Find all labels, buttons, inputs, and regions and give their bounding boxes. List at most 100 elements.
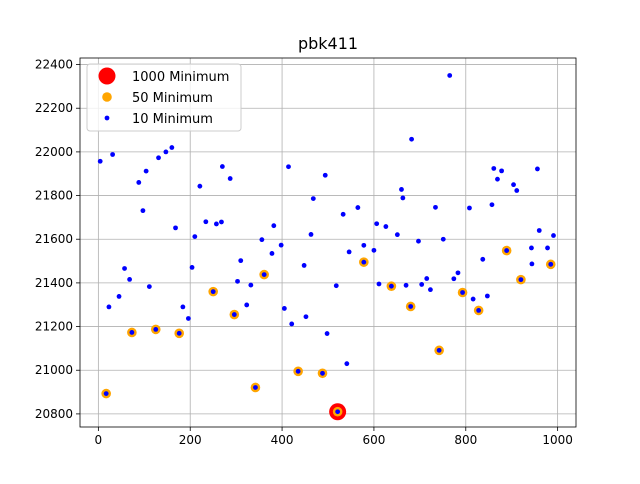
10-minimum-point	[140, 208, 146, 214]
legend-label: 50 Minimum	[132, 91, 213, 106]
x-tick-label: 600	[362, 433, 385, 447]
10-minimum-point	[551, 233, 556, 238]
10-minimum-point	[214, 221, 219, 227]
legend-label: 10 Minimum	[132, 112, 213, 127]
10-minimum-point	[106, 304, 112, 310]
10-minimum-point	[286, 164, 291, 170]
10-minimum-point	[491, 166, 497, 171]
10-minimum-point	[110, 152, 116, 157]
10-minimum-point	[545, 245, 550, 251]
10-minimum-point	[400, 195, 406, 201]
10-minimum-point	[320, 370, 325, 376]
10-minimum-point	[153, 327, 159, 332]
10-minimum-point	[253, 385, 258, 390]
10-minimum-point	[269, 251, 275, 256]
grid-lines	[80, 58, 576, 427]
10-minimum-point	[416, 238, 421, 244]
10-minimum-point	[259, 237, 265, 243]
y-tick-label: 21800	[35, 189, 73, 203]
10-minimum-point	[399, 187, 404, 192]
10-minimum-point	[169, 145, 175, 150]
10-minimum-point	[346, 249, 352, 255]
10-minimum-point	[248, 282, 254, 288]
10-minimum-point	[467, 205, 472, 211]
10-minimum-point	[511, 182, 516, 188]
10-minimum-point	[489, 202, 495, 208]
10-minimum-point	[146, 284, 152, 290]
10-minimum-point	[143, 168, 149, 174]
x-tick-label: 800	[454, 433, 477, 447]
10-minimum-point	[180, 304, 186, 310]
10-minimum-point	[156, 155, 161, 161]
10-minimum-point	[116, 294, 122, 299]
10-minimum-point	[219, 164, 225, 169]
10-minimum-point	[333, 283, 339, 289]
10-minimum-point	[460, 290, 465, 295]
10-minimum-point	[495, 176, 500, 182]
10-minimum-point	[419, 282, 425, 287]
data-points	[97, 73, 556, 421]
10-minimum-point	[173, 225, 178, 231]
legend-box	[86, 63, 242, 132]
legend: 1000 Minimum 50 Minimum 10 Minimum	[86, 63, 242, 132]
10-minimum-point	[103, 391, 109, 396]
10-minimum-point	[189, 264, 195, 270]
10-minimum-point	[394, 232, 400, 238]
y-tick-label: 21400	[35, 276, 73, 290]
10-minimum-point	[504, 248, 510, 253]
10-minimum-point	[210, 289, 216, 295]
legend-marker	[104, 115, 110, 121]
10-minimum-point	[470, 296, 476, 302]
10-minimum-point	[197, 183, 203, 189]
x-tick-label: 400	[271, 433, 294, 447]
10-minimum-point	[244, 302, 250, 308]
10-minimum-point	[295, 368, 301, 374]
10-minimum-point	[514, 188, 520, 193]
10-minimum-point	[428, 287, 433, 293]
axes: 0 200 400 600 800 1000 20800 21000 21200 21400 216…	[35, 58, 577, 447]
y-tick-label: 21600	[35, 232, 73, 246]
10-minimum-point	[529, 261, 535, 267]
10-minimum-point	[176, 330, 182, 336]
10-minimum-point	[129, 330, 135, 335]
10-minimum-point	[281, 306, 287, 311]
10-minimum-point	[455, 270, 461, 276]
x-tick-label: 1000	[542, 433, 573, 447]
10-minimum-point	[97, 158, 103, 164]
10-minimum-point	[127, 277, 132, 282]
10-minimum-point	[235, 278, 240, 284]
10-minimum-point	[303, 314, 309, 320]
10-minimum-point	[308, 232, 314, 237]
10-minimum-point	[310, 196, 316, 202]
10-minimum-point	[371, 247, 377, 253]
10-minimum-point	[361, 242, 367, 248]
10-minimum-point	[289, 321, 295, 327]
10-minimum-point	[440, 236, 446, 242]
10-minimum-point	[361, 259, 367, 265]
10-minimum-point	[499, 168, 504, 174]
x-tick-label: 200	[179, 433, 202, 447]
10-minimum-point	[203, 219, 209, 225]
10-minimum-point	[376, 281, 382, 287]
x-tick-label: 0	[95, 433, 103, 447]
10-minimum-point	[322, 172, 328, 178]
10-minimum-point	[451, 276, 457, 282]
10-minimum-point	[480, 256, 486, 262]
y-tick-label: 22200	[35, 101, 73, 115]
10-minimum-point	[548, 261, 554, 267]
10-minimum-point	[476, 308, 482, 313]
y-tick-label: 21200	[35, 320, 73, 334]
y-tick-label: 22000	[35, 145, 73, 159]
10-minimum-point	[238, 258, 244, 264]
10-minimum-point	[271, 223, 277, 229]
legend-marker	[98, 67, 116, 85]
10-minimum-point	[344, 361, 350, 367]
legend-marker	[102, 92, 112, 102]
10-minimum-point	[355, 205, 361, 210]
10-minimum-point	[231, 312, 237, 317]
chart-title: pbk411	[298, 34, 358, 53]
legend-label: 1000 Minimum	[132, 70, 229, 85]
10-minimum-point	[122, 266, 127, 271]
10-minimum-point	[383, 224, 389, 229]
